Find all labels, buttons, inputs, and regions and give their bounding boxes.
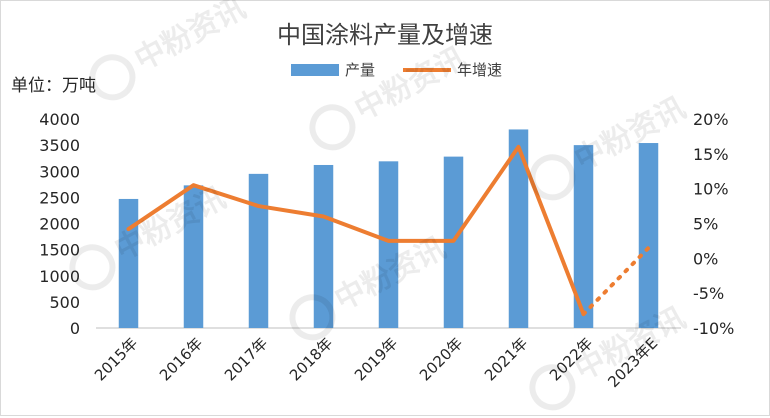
x-tick-label: 2020年 — [416, 334, 466, 384]
y-right-tick-label: 10% — [693, 180, 729, 199]
legend-label-growth: 年增速 — [457, 61, 503, 79]
bar-production — [573, 145, 594, 328]
x-tick-label: 2019年 — [351, 334, 401, 384]
legend-swatch-growth — [403, 67, 452, 72]
growth-line — [126, 144, 586, 317]
bar-production — [378, 161, 399, 328]
x-tick-label: 2021年 — [481, 334, 531, 384]
bar-production — [183, 185, 204, 328]
x-tick-label: 2018年 — [286, 334, 336, 384]
legend-item-growth: 年增速 — [403, 59, 502, 80]
y-right-tick-label: 0% — [693, 249, 718, 268]
x-tick-label: 2016年 — [156, 334, 206, 384]
y-right-tick-label: -10% — [693, 319, 734, 338]
y-left-tick-label: 1500 — [39, 241, 80, 260]
bar-production — [248, 173, 269, 328]
y-left-tick-label: 1000 — [39, 267, 80, 286]
y-right-tick-label: -5% — [693, 284, 724, 303]
legend-item-production: 产量 — [291, 59, 375, 80]
y-right-tick-label: 15% — [693, 145, 729, 164]
legend-label-production: 产量 — [345, 61, 376, 79]
y-left-tick-label: 0 — [70, 319, 80, 338]
unit-label: 单位：万吨 — [11, 76, 96, 96]
y-left-tick-label: 4000 — [39, 110, 80, 129]
x-tick-label: 2023年E — [604, 334, 661, 391]
y-right-tick-label: 20% — [693, 110, 729, 129]
y-left-tick-label: 3000 — [39, 162, 80, 181]
bar-production — [313, 164, 334, 328]
y-left-tick-label: 500 — [49, 293, 80, 312]
y-right-tick-label: 5% — [693, 215, 718, 234]
y-left-tick-label: 2500 — [39, 188, 80, 207]
legend-swatch-production — [291, 63, 339, 76]
bar-production — [508, 129, 529, 328]
x-tick-label: 2015年 — [91, 334, 141, 384]
bar-production — [638, 143, 659, 328]
y-left-tick-label: 3500 — [39, 136, 80, 155]
legend: 产量 年增速 — [291, 59, 530, 80]
y-left-tick-label: 2000 — [39, 215, 80, 234]
bar-production — [118, 198, 139, 328]
x-tick-label: 2017年 — [221, 334, 271, 384]
x-tick-label: 2022年 — [546, 334, 596, 384]
chart-title: 中国涂料产量及增速 — [277, 21, 493, 49]
